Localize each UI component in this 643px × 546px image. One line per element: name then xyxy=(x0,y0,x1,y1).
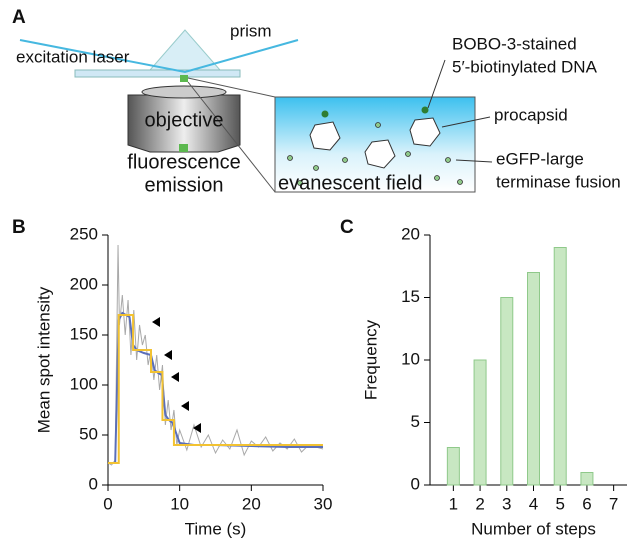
x-tick-label: 10 xyxy=(170,494,189,513)
x-tick-label: 30 xyxy=(314,494,333,513)
trace-line xyxy=(108,311,323,464)
y-axis-label: Frequency xyxy=(361,319,380,400)
leader-line xyxy=(427,59,446,109)
x-tick-label: 1 xyxy=(449,494,458,513)
label: objective xyxy=(145,109,224,131)
bar xyxy=(473,359,487,486)
x-axis-label: Number of steps xyxy=(471,519,596,538)
y-tick-label: 0 xyxy=(411,474,420,493)
y-tick-label: 5 xyxy=(411,412,420,431)
bar xyxy=(553,247,567,486)
lens xyxy=(141,85,227,99)
label: emission xyxy=(145,174,224,196)
bar xyxy=(500,297,514,486)
y-tick-label: 20 xyxy=(401,224,420,243)
arrow xyxy=(181,401,189,411)
label: evanescent field xyxy=(278,172,423,194)
label: procapsid xyxy=(494,105,568,124)
y-tick-label: 50 xyxy=(79,424,98,443)
zoom-line xyxy=(187,81,276,193)
label: BOBO-3-stained xyxy=(452,34,577,53)
y-tick-label: 0 xyxy=(89,474,98,493)
trace-line xyxy=(107,244,324,466)
arrow xyxy=(171,372,179,382)
label: fluorescence xyxy=(127,151,240,173)
zoom-box xyxy=(274,96,476,193)
y-tick-label: 10 xyxy=(401,349,420,368)
bar xyxy=(580,472,594,486)
prism-shape xyxy=(148,29,222,71)
label: excitation laser xyxy=(16,47,130,66)
y-tick-label: 250 xyxy=(70,224,98,243)
label: terminase fusion xyxy=(496,172,621,191)
x-tick-label: 6 xyxy=(582,494,591,513)
x-tick-label: 4 xyxy=(529,494,538,513)
fusion-dots xyxy=(287,122,463,186)
procapsid-shape xyxy=(409,117,441,147)
y-axis-label: Mean spot intensity xyxy=(34,286,53,433)
panel-label: A xyxy=(12,7,26,28)
label: 5′-biotinylated DNA xyxy=(452,57,598,76)
y-tick-label: 200 xyxy=(70,274,98,293)
spot xyxy=(180,75,188,82)
label: eGFP-large xyxy=(496,149,584,168)
x-tick-label: 3 xyxy=(502,494,511,513)
x-tick-label: 5 xyxy=(555,494,564,513)
y-tick-label: 100 xyxy=(70,374,98,393)
bar xyxy=(527,272,540,486)
y-tick-label: 150 xyxy=(70,324,98,343)
leader-line xyxy=(441,116,491,128)
x-tick-label: 7 xyxy=(609,494,618,513)
leader-line xyxy=(455,159,493,163)
diagram: prism excitation laser objective fluores… xyxy=(16,21,621,196)
emission-spot xyxy=(179,144,188,152)
x-tick-label: 2 xyxy=(475,494,484,513)
panel-label: B xyxy=(12,217,26,238)
step-arrows xyxy=(152,317,201,433)
arrow xyxy=(193,423,201,433)
dna-marks xyxy=(321,106,429,118)
bar xyxy=(446,447,460,486)
label: prism xyxy=(230,21,272,40)
objective-body xyxy=(127,94,241,153)
procapsid-shape xyxy=(364,139,396,169)
arrow xyxy=(152,317,160,327)
x-tick-label: 20 xyxy=(242,494,261,513)
zoom-line xyxy=(187,77,276,98)
panel-label: C xyxy=(340,217,354,238)
y-tick-label: 15 xyxy=(401,287,420,306)
x-tick-label: 0 xyxy=(103,494,112,513)
procapsid-shape xyxy=(309,121,341,151)
slide xyxy=(74,69,241,78)
x-axis-label: Time (s) xyxy=(185,519,247,538)
arrow xyxy=(164,350,172,360)
laser-beam xyxy=(19,39,299,74)
trace-line xyxy=(108,314,323,464)
